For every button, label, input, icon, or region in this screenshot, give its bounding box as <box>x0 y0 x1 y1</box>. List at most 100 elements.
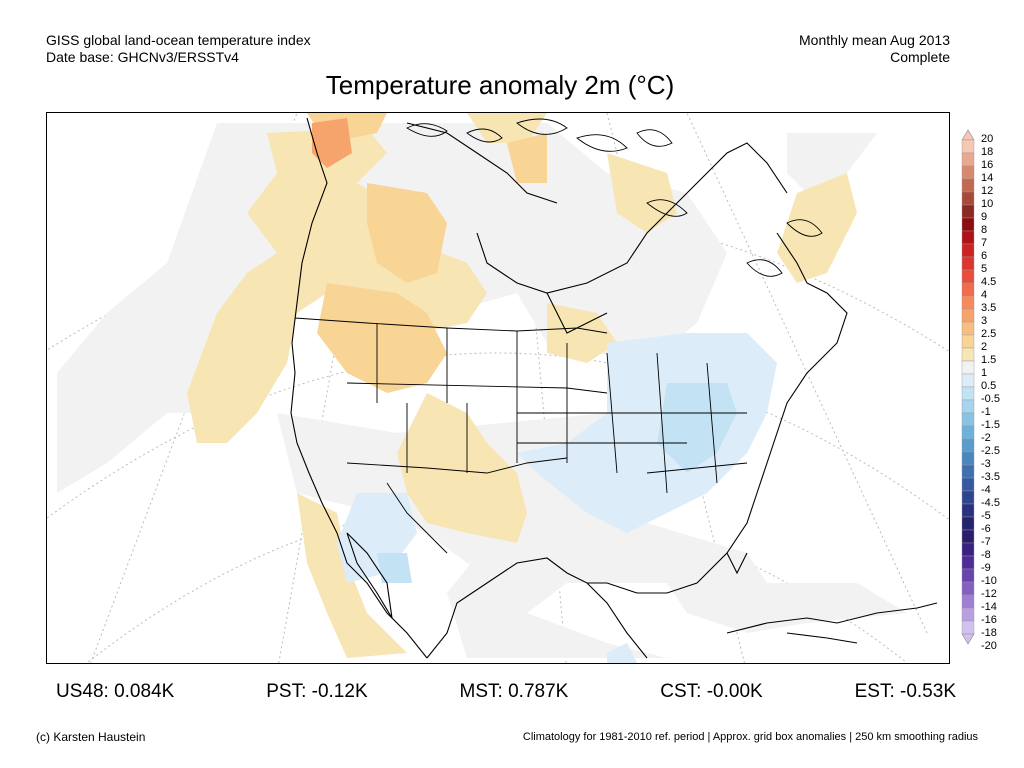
colorbar-swatch <box>961 568 975 583</box>
colorbar-label: -3.5 <box>981 471 1000 483</box>
colorbar-swatch <box>961 503 975 518</box>
colorbar-label: 0.5 <box>981 380 997 392</box>
colorbar-label: -12 <box>981 588 997 600</box>
colorbar-label: -4.5 <box>981 497 1000 509</box>
stat-est: EST: -0.53K <box>854 681 956 702</box>
header-left: GISS global land-ocean temperature index… <box>46 32 311 66</box>
colorbar-label: 16 <box>981 159 994 171</box>
colorbar-label: -4 <box>981 484 991 496</box>
colorbar-label: -18 <box>981 627 997 639</box>
colorbar-swatch <box>961 152 975 167</box>
colorbar-label: 14 <box>981 172 994 184</box>
dataset-title: GISS global land-ocean temperature index <box>46 32 311 48</box>
colorbar-label: 2.5 <box>981 328 997 340</box>
stat-pst: PST: -0.12K <box>266 681 368 702</box>
colorbar-label: -20 <box>981 640 997 652</box>
colorbar-swatch <box>961 139 975 154</box>
colorbar-label: 4 <box>981 289 988 301</box>
colorbar-label: 3.5 <box>981 302 997 314</box>
colorbar-swatches <box>961 129 975 645</box>
colorbar-swatch <box>961 490 975 505</box>
colorbar-swatch <box>961 269 975 284</box>
colorbar-arrow-top <box>961 129 975 141</box>
colorbar-label: 6 <box>981 250 988 262</box>
colorbar-label: -1.5 <box>981 419 1000 431</box>
colorbar-label: -5 <box>981 510 991 522</box>
colorbar-swatch <box>961 191 975 206</box>
colorbar-swatch <box>961 620 975 635</box>
colorbar-swatch <box>961 412 975 427</box>
colorbar-swatch <box>961 555 975 570</box>
colorbar-label: 12 <box>981 185 994 197</box>
colorbar-swatch <box>961 230 975 245</box>
colorbar-swatch <box>961 321 975 336</box>
colorbar-swatch <box>961 256 975 271</box>
colorbar-swatch <box>961 282 975 297</box>
colorbar-label: 9 <box>981 211 988 223</box>
arctic-islands <box>406 118 823 277</box>
header-right: Monthly mean Aug 2013 Complete <box>799 32 950 66</box>
methodology-note: Climatology for 1981-2010 ref. period | … <box>522 731 978 743</box>
colorbar-swatch <box>961 295 975 310</box>
political-borders <box>294 317 748 554</box>
colorbar-swatch <box>961 373 975 388</box>
colorbar-swatch <box>961 425 975 440</box>
stat-mst: MST: 0.787K <box>459 681 569 702</box>
colorbar-swatch <box>961 386 975 401</box>
strong-positive-areas <box>312 118 352 168</box>
map-svg <box>47 113 949 663</box>
colorbar-swatch <box>961 477 975 492</box>
anomaly-map <box>46 112 950 664</box>
colorbar-label: 20 <box>981 133 994 145</box>
colorbar-swatch <box>961 399 975 414</box>
colorbar-swatch <box>961 334 975 349</box>
colorbar-swatch <box>961 529 975 544</box>
colorbar-arrow-bottom <box>961 633 975 645</box>
colorbar-swatch <box>961 451 975 466</box>
colorbar-swatch <box>961 308 975 323</box>
colorbar-label: 1.5 <box>981 354 997 366</box>
completeness-label: Complete <box>890 49 950 65</box>
colorbar-label: -8 <box>981 549 991 561</box>
colorbar-swatch <box>961 165 975 180</box>
colorbar-swatch <box>961 438 975 453</box>
moderate-positive-areas <box>307 113 547 393</box>
colorbar-swatch <box>961 360 975 375</box>
colorbar-label: 8 <box>981 224 988 236</box>
colorbar-swatch <box>961 217 975 232</box>
colorbar-swatch <box>961 178 975 193</box>
map-title: Temperature anomaly 2m (°C) <box>325 70 675 100</box>
colorbar-swatch <box>961 542 975 557</box>
coastlines <box>290 117 938 659</box>
colorbar-swatch <box>961 204 975 219</box>
colorbar-label: 2 <box>981 341 988 353</box>
colorbar-label: -2.5 <box>981 445 1000 457</box>
copyright: (c) Karsten Haustein <box>36 730 146 744</box>
colorbar-label: 18 <box>981 146 994 158</box>
colorbar-label: -0.5 <box>981 393 1000 405</box>
colorbar-label: 7 <box>981 237 988 249</box>
colorbar-label: -3 <box>981 458 991 470</box>
colorbar-label: 1 <box>981 367 988 379</box>
colorbar-label: -9 <box>981 562 991 574</box>
moderate-negative-areas <box>377 383 737 583</box>
colorbar-label: 5 <box>981 263 988 275</box>
database-label: Date base: GHCNv3/ERSSTv4 <box>46 49 239 65</box>
colorbar-swatch <box>961 516 975 531</box>
colorbar-label: -10 <box>981 575 997 587</box>
colorbar-swatch <box>961 581 975 596</box>
colorbar-swatch <box>961 243 975 258</box>
colorbar-label: -6 <box>981 523 991 535</box>
stat-us48: US48: 0.084K <box>56 681 175 702</box>
colorbar-label: 3 <box>981 315 988 327</box>
colorbar-label: -7 <box>981 536 991 548</box>
colorbar-label: 10 <box>981 198 994 210</box>
colorbar-swatch <box>961 464 975 479</box>
near-zero-anomaly-areas <box>57 123 907 658</box>
colorbar-swatch <box>961 347 975 362</box>
colorbar-label: -16 <box>981 614 997 626</box>
colorbar: 20 18 16 14 12 10 9 8 7 6 5 4.5 4 3.5 3 2.5 2 1.5 1 0.5 -0.5… <box>958 128 1018 652</box>
colorbar-label: 4.5 <box>981 276 997 288</box>
regional-stats: US48: 0.084K PST: -0.12K MST: 0.787K CST… <box>56 681 956 703</box>
colorbar-swatch <box>961 607 975 622</box>
